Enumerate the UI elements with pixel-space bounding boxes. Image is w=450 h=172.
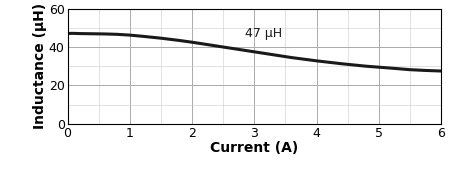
Y-axis label: Inductance (μH): Inductance (μH) [33,3,47,129]
X-axis label: Current (A): Current (A) [210,141,298,155]
Text: 47 μH: 47 μH [245,27,282,40]
